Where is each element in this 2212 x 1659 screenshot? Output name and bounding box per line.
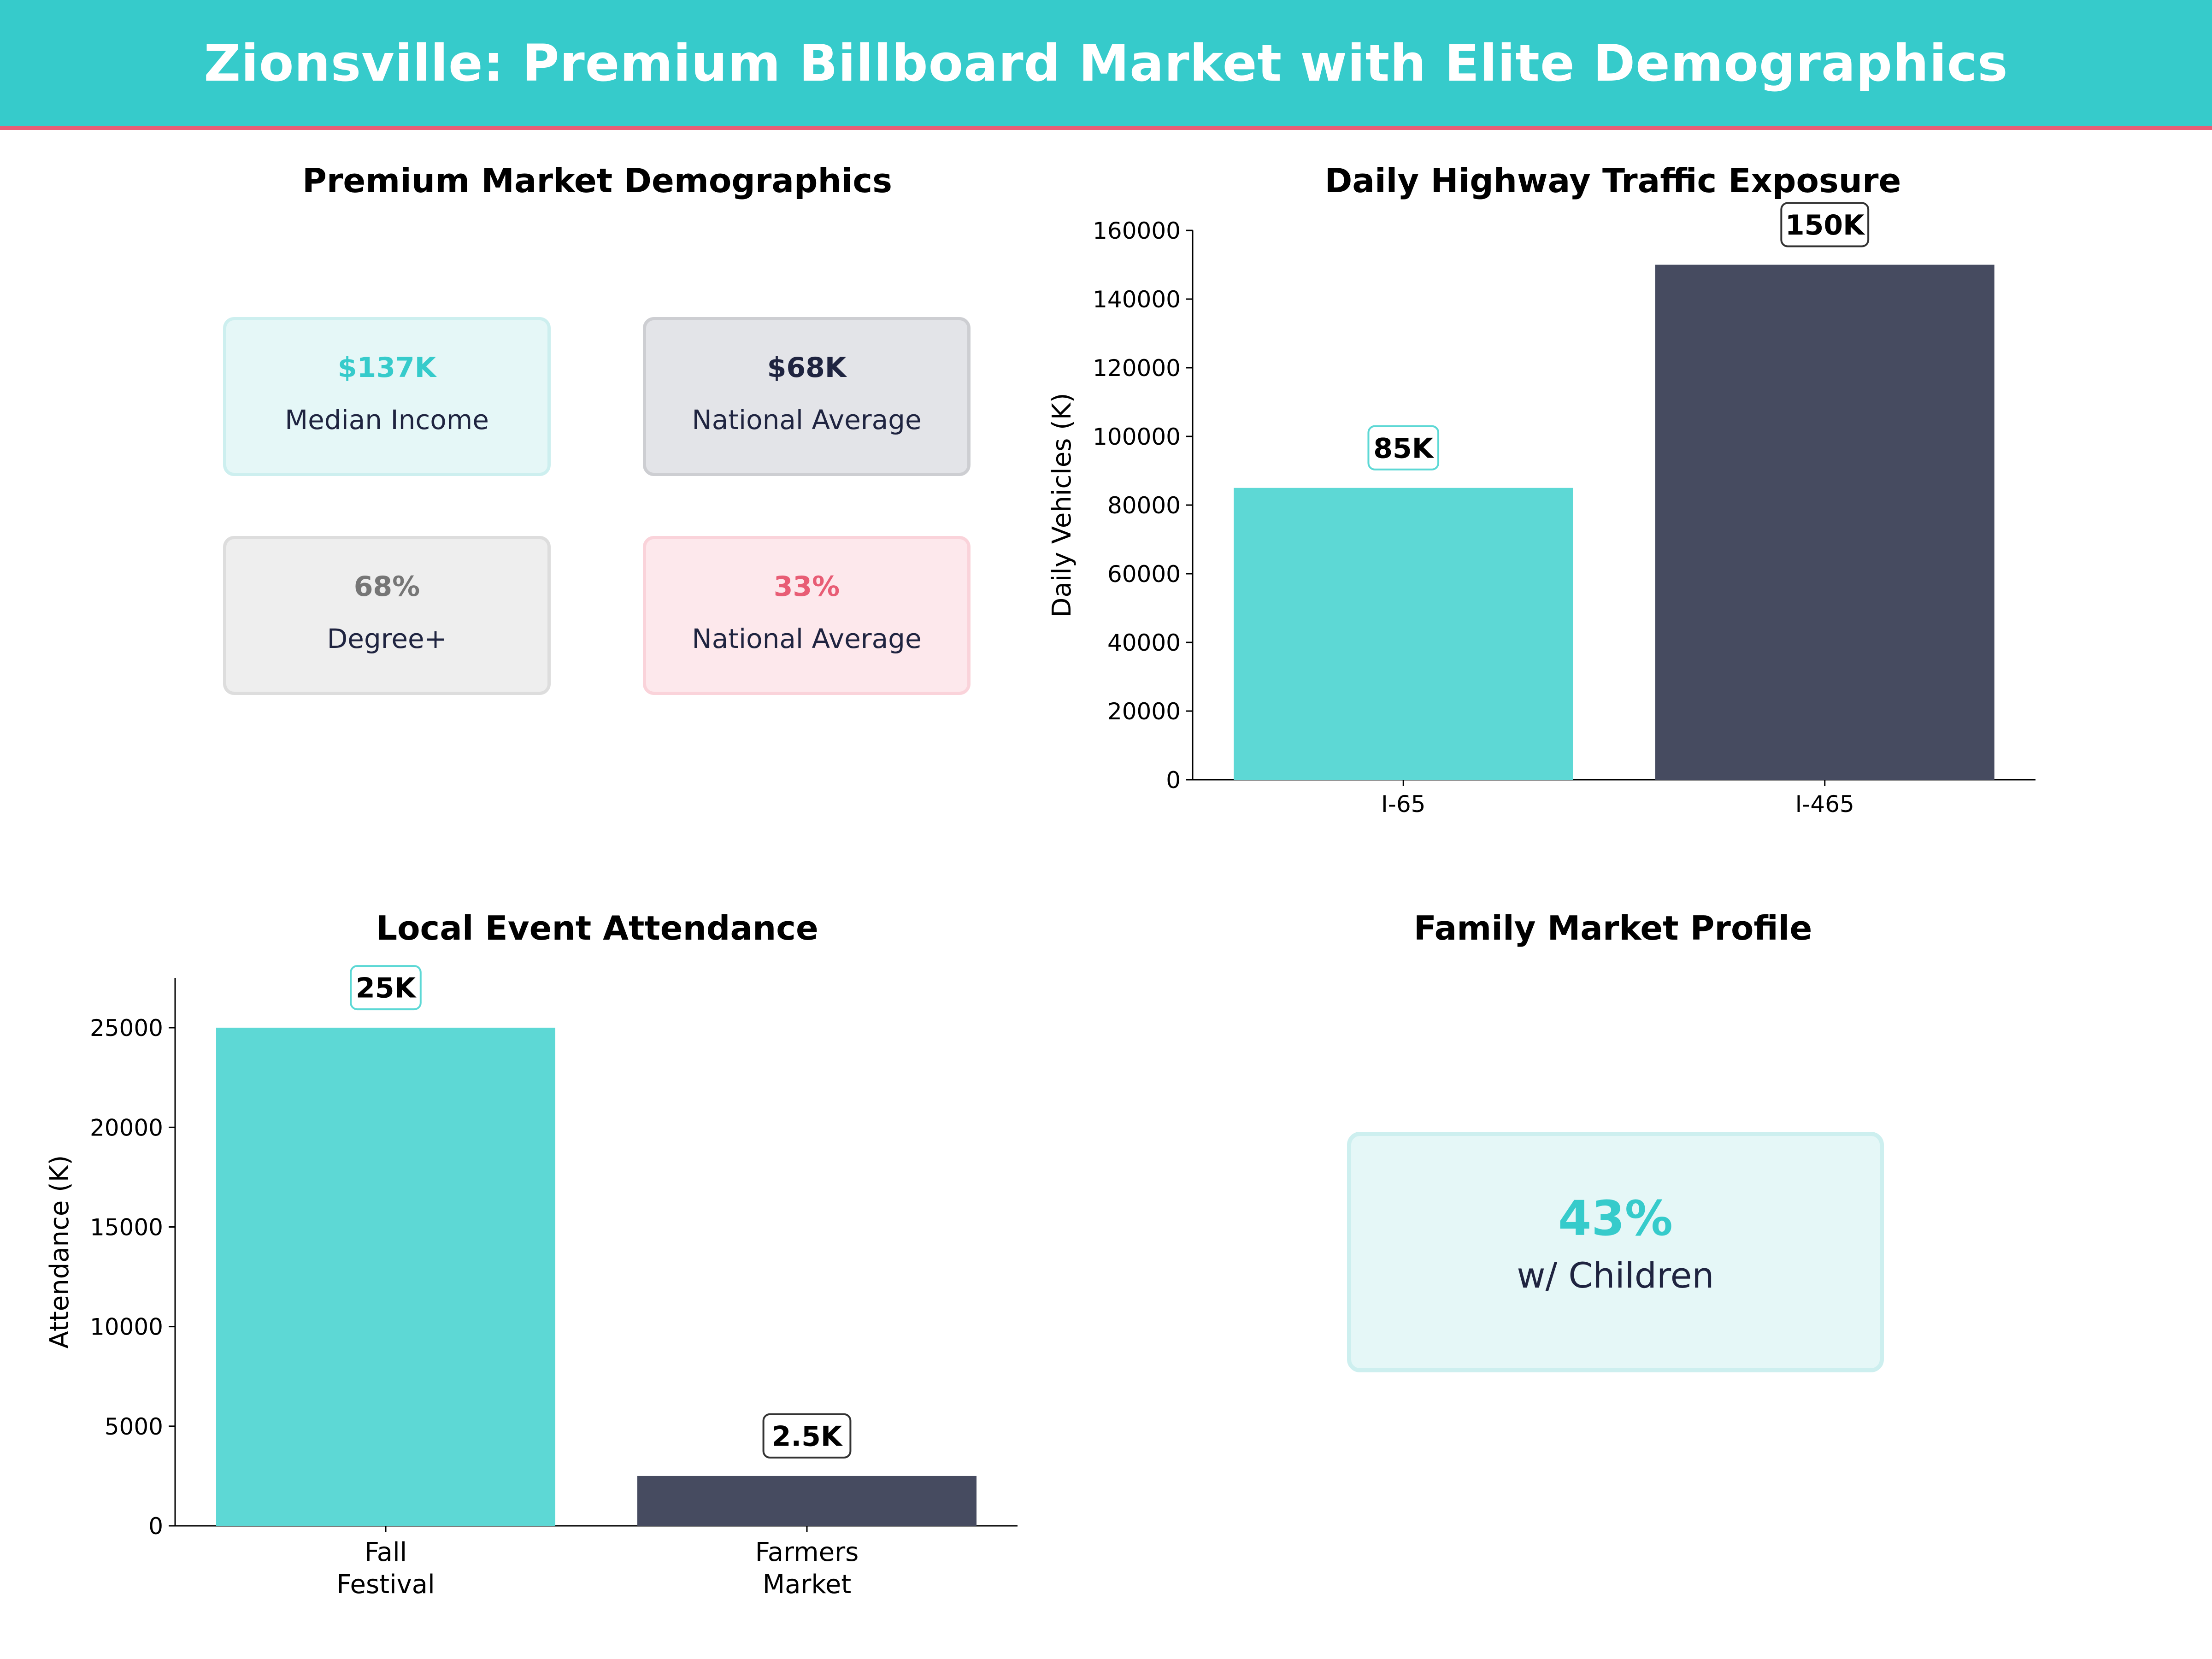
metric-label: Degree+: [327, 623, 447, 654]
y-tick-label: 140000: [1093, 286, 1181, 313]
metric-value: $68K: [767, 352, 847, 384]
demographics-title: Premium Market Demographics: [302, 161, 892, 200]
y-tick-label: 120000: [1093, 355, 1181, 382]
y-tick-label: 100000: [1093, 424, 1181, 450]
median-income-card: $137K Median Income: [223, 317, 551, 476]
national-degree-card: 33% National Average: [643, 536, 971, 695]
metric-label: National Average: [692, 404, 922, 435]
y-tick-label: 10000: [90, 1314, 163, 1341]
y-tick-label: 20000: [1107, 698, 1181, 725]
traffic-chart-title: Daily Highway Traffic Exposure: [1324, 161, 1901, 200]
data-label-box: [762, 1413, 852, 1459]
family-title: Family Market Profile: [1413, 909, 1812, 947]
metric-label: Median Income: [285, 404, 489, 435]
bar: [1655, 265, 1994, 780]
y-tick-label: 80000: [1107, 492, 1181, 519]
metric-label: National Average: [692, 623, 922, 654]
page-title: Zionsville: Premium Billboard Market wit…: [204, 33, 2008, 93]
x-tick-label: I-465: [1795, 791, 1854, 818]
family-value: 43%: [1558, 1190, 1673, 1247]
y-tick-label: 160000: [1093, 218, 1181, 244]
y-tick-label: 40000: [1107, 629, 1181, 656]
family-card: 43% w/ Children: [1347, 1132, 1884, 1372]
national-income-card: $68K National Average: [643, 317, 971, 476]
y-tick-label: 15000: [90, 1214, 163, 1241]
header-banner: Zionsville: Premium Billboard Market wit…: [0, 0, 2212, 130]
y-tick-label: 25000: [90, 1015, 163, 1041]
metric-value: 33%: [773, 571, 840, 603]
y-tick-label: 0: [1166, 767, 1181, 794]
family-label: w/ Children: [1517, 1255, 1714, 1296]
x-tick-label: Festival: [336, 1570, 435, 1600]
data-label: 85K: [1373, 432, 1434, 465]
y-tick-label: 60000: [1107, 561, 1181, 588]
data-label-box: [350, 965, 422, 1011]
y-tick-label: 20000: [90, 1114, 163, 1141]
bar: [637, 1476, 977, 1526]
data-label-box: [1780, 202, 1870, 247]
y-axis-label: Daily Vehicles (K): [1047, 393, 1077, 617]
x-tick-label: Market: [763, 1570, 852, 1600]
y-tick-label: 0: [148, 1513, 163, 1540]
data-label: 25K: [356, 972, 417, 1005]
x-tick-label: I-65: [1381, 791, 1425, 818]
x-tick-label: Fall: [365, 1537, 407, 1567]
metric-value: 68%: [353, 571, 420, 603]
data-label: 2.5K: [772, 1421, 843, 1453]
y-axis-label: Attendance (K): [45, 1155, 75, 1349]
bar: [216, 1028, 555, 1526]
metric-value: $137K: [337, 352, 436, 384]
event-chart-title: Local Event Attendance: [376, 909, 818, 947]
degree-card: 68% Degree+: [223, 536, 551, 695]
bar: [1234, 488, 1573, 780]
y-tick-label: 5000: [105, 1413, 163, 1440]
x-tick-label: Farmers: [755, 1537, 859, 1567]
data-label: 150K: [1785, 209, 1865, 241]
data-label-box: [1367, 425, 1440, 471]
